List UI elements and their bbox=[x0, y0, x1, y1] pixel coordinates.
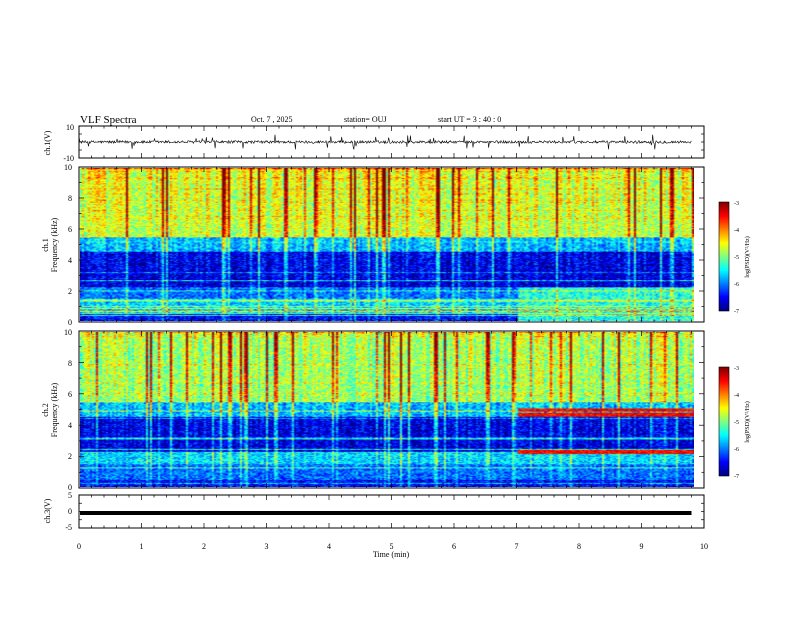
ch2-spec-ytick-6: 6 bbox=[68, 390, 72, 399]
start-time-label: start UT = 3 : 40 : 0 bbox=[438, 115, 501, 124]
ch1-spec-ytick-8: 8 bbox=[68, 194, 72, 203]
ch2-colorbar-tick-m3: -3 bbox=[734, 366, 739, 372]
ch3-waveform-panel: 5 0 -5 ch.3(V) bbox=[43, 491, 705, 532]
ch1-spec-ytick-10: 10 bbox=[64, 163, 72, 172]
ch2-spec-ytick-4: 4 bbox=[68, 421, 72, 430]
ch1-spec-ytick-2: 2 bbox=[68, 287, 72, 296]
ch1-spec-channel-label: ch.1 bbox=[41, 238, 50, 252]
ch2-spec-ytick-2: 2 bbox=[68, 452, 72, 461]
ch1-spectrogram-image bbox=[80, 168, 694, 321]
xtick-7: 7 bbox=[515, 542, 519, 551]
ch2-colorbar-tick-m4: -4 bbox=[734, 393, 739, 399]
ch1-waveform-panel: 10 -10 ch.1(V) bbox=[43, 123, 705, 163]
ch1-spec-ytick-0: 0 bbox=[68, 318, 72, 327]
ch2-spectrogram-image bbox=[80, 332, 694, 487]
xtick-6: 6 bbox=[452, 542, 456, 551]
ch1-colorbar-tick-m5: -5 bbox=[734, 255, 739, 261]
date-label: Oct. 7 , 2025 bbox=[251, 115, 293, 124]
x-axis-label: Time (min) bbox=[373, 550, 410, 559]
ch1-ytick-bottom: -10 bbox=[63, 154, 74, 163]
xtick-0: 0 bbox=[77, 542, 81, 551]
ch1-colorbar-gradient bbox=[719, 202, 729, 311]
xtick-5: 5 bbox=[390, 542, 394, 551]
ch2-spec-ytick-0: 0 bbox=[68, 483, 72, 492]
ch2-colorbar-tick-m6: -6 bbox=[734, 447, 739, 453]
figure-title: VLF Spectra bbox=[80, 114, 137, 126]
xtick-10: 10 bbox=[700, 542, 708, 551]
ch1-colorbar-tick-m3: -3 bbox=[734, 201, 739, 207]
ch2-spec-ytick-8: 8 bbox=[68, 359, 72, 368]
xtick-8: 8 bbox=[577, 542, 581, 551]
ch2-spectrogram-panel: 0 2 4 6 8 10 ch.2 Frequency (kHz) -3 -4 … bbox=[41, 328, 751, 492]
ch3-ylabel: ch.3(V) bbox=[43, 498, 52, 523]
time-axis: 0 1 2 3 4 5 6 7 8 9 10 Time (min) bbox=[77, 542, 708, 559]
ch2-colorbar-gradient bbox=[719, 367, 729, 476]
xtick-2: 2 bbox=[202, 542, 206, 551]
xtick-9: 9 bbox=[640, 542, 644, 551]
ch3-waveform-trace bbox=[80, 511, 692, 515]
xtick-4: 4 bbox=[327, 542, 331, 551]
ch2-colorbar-tick-m7: -7 bbox=[734, 474, 739, 480]
ch2-colorbar-tick-m5: -5 bbox=[734, 420, 739, 426]
ch3-ytick-5: 5 bbox=[68, 491, 72, 500]
ch1-colorbar-tick-m6: -6 bbox=[734, 282, 739, 288]
ch1-spectrogram-panel: 0 2 4 6 8 10 ch.1 Frequency (kHz) -3 -4 … bbox=[41, 163, 751, 327]
ch1-spec-ytick-6: 6 bbox=[68, 225, 72, 234]
ch3-ytick-m5: -5 bbox=[65, 523, 72, 532]
ch1-ytick-top: 10 bbox=[66, 123, 74, 132]
ch2-colorbar bbox=[718, 366, 730, 477]
ch2-colorbar-label: log(PSD)(V²/Hz) bbox=[744, 401, 751, 442]
ch2-spec-ylabel: Frequency (kHz) bbox=[50, 382, 59, 437]
ch1-colorbar bbox=[718, 201, 730, 312]
xtick-1: 1 bbox=[140, 542, 144, 551]
ch1-colorbar-tick-m4: -4 bbox=[734, 228, 739, 234]
ch1-spec-ytick-4: 4 bbox=[68, 256, 72, 265]
ch2-spec-ytick-10: 10 bbox=[64, 328, 72, 337]
xtick-3: 3 bbox=[265, 542, 269, 551]
tick-marks bbox=[78, 125, 705, 529]
ch1-colorbar-tick-m7: -7 bbox=[734, 309, 739, 315]
ch1-spec-ylabel: Frequency (kHz) bbox=[50, 217, 59, 272]
ch1-ylabel: ch.1(V) bbox=[43, 130, 52, 155]
ch1-colorbar-label: log(PSD)(V²/Hz) bbox=[744, 236, 751, 277]
ch2-spec-channel-label: ch.2 bbox=[41, 403, 50, 417]
ch3-ytick-0: 0 bbox=[68, 507, 72, 516]
station-label: station= OUJ bbox=[344, 115, 387, 124]
ch1-waveform-trace bbox=[78, 134, 692, 150]
